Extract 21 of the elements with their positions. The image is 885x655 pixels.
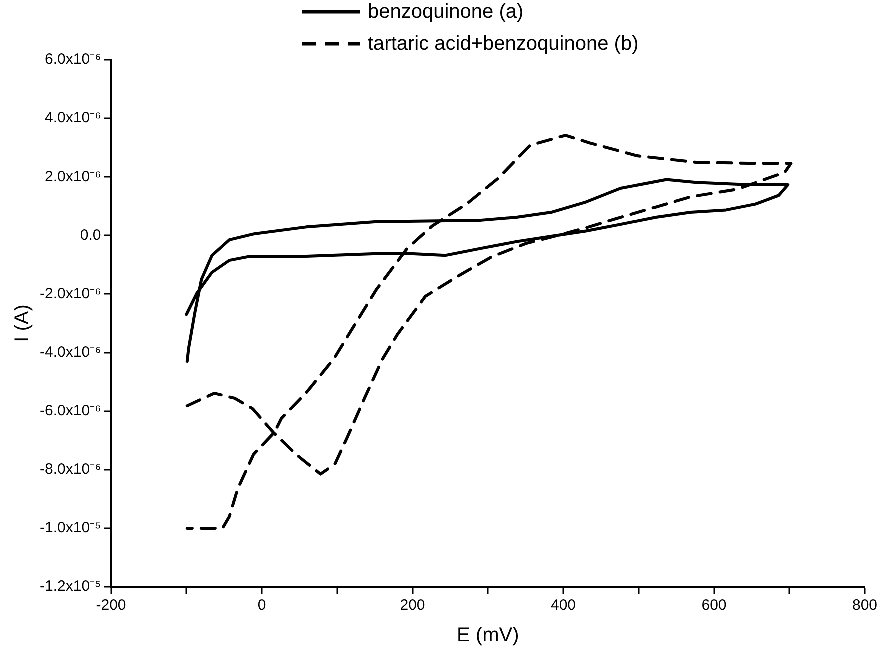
y-tick-label: 0.0 xyxy=(80,226,102,244)
x-tick-label: 800 xyxy=(852,597,878,614)
x-tick-label: -200 xyxy=(96,597,126,614)
line-series xyxy=(186,134,793,530)
y-tick-label: -8.0x10⁻⁶ xyxy=(40,461,102,478)
y-tick-label: -2.0x10⁻⁶ xyxy=(40,285,102,302)
x-tick-label: 600 xyxy=(702,597,727,614)
x-tick-label: 200 xyxy=(400,597,426,614)
y-tick-label: 6.0x10⁻⁶ xyxy=(45,51,102,68)
x-axis-title: E (mV) xyxy=(457,624,520,647)
legend-label: benzoquinone (a) xyxy=(368,0,524,24)
x-tick-label: 0 xyxy=(258,597,266,614)
y-tick-label: -6.0x10⁻⁶ xyxy=(40,402,102,420)
y-tick-label: 2.0x10⁻⁶ xyxy=(45,168,102,186)
y-axis-title: I (A) xyxy=(12,304,34,342)
y-tick-label: -1.0x10⁻⁵ xyxy=(40,520,102,537)
x-tick-label: 400 xyxy=(550,597,576,614)
y-tick-label: -1.2x10⁻⁵ xyxy=(40,578,102,596)
legend-label: tartaric acid+benzoquinone (b) xyxy=(368,32,639,56)
y-tick-label: -4.0x10⁻⁶ xyxy=(40,344,102,361)
y-tick-label: 4.0x10⁻⁶ xyxy=(45,110,102,127)
